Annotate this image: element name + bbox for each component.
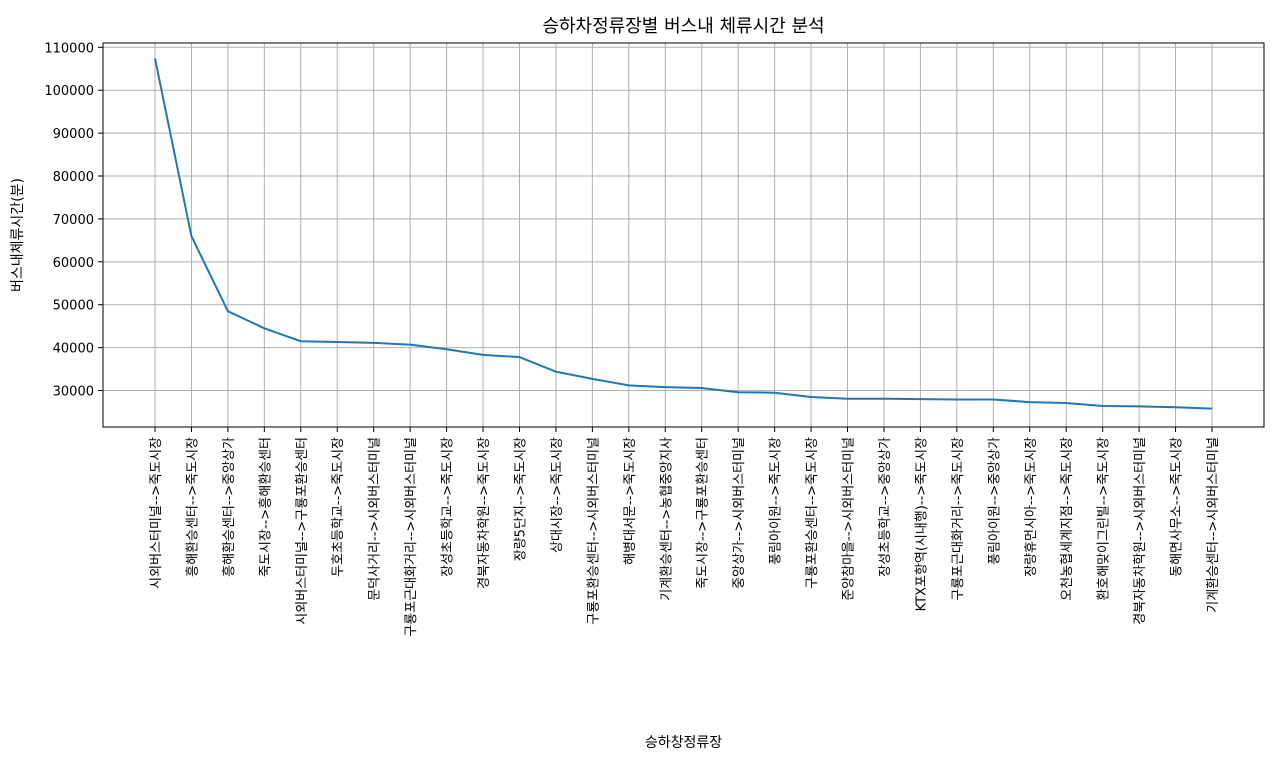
x-tick-label: 구룡포환승센터-->죽도시장 (805, 437, 820, 589)
x-tick-label: 오천농협세계지점-->죽도시장 (1060, 437, 1075, 601)
chart-title: 승하차정류장별 버스내 체류시간 분석 (542, 16, 824, 37)
x-tick-label: 해병대서문-->죽도시장 (623, 437, 638, 565)
x-tick-label: 죽도시장-->흥해환승센터 (258, 437, 273, 577)
x-tick-label: 풍림아이원-->죽도시장 (769, 437, 784, 565)
x-tick-label: 동해면사무소-->죽도시장 (1170, 437, 1185, 577)
x-tick-label: 흥해환승센터-->중앙상가 (222, 437, 237, 577)
x-tick-label: 준양참마을-->시외버스터미널 (842, 437, 857, 601)
x-tick-label: 시외버스터미널-->구룡포환승센터 (295, 437, 310, 625)
x-tick-label: 기계환승센터-->농협중앙지사 (659, 437, 674, 601)
x-tick-label: 장성초등학교-->중앙상가 (878, 437, 893, 577)
x-tick-label: KTX포항역(시내행)-->죽도시장 (913, 437, 929, 611)
x-tick-label: 죽도시장-->구룡포환승센터 (696, 437, 711, 589)
x-tick-label: 구룡포환승센터-->시외버스터미널 (586, 437, 601, 625)
x-tick-label: 장량휴먼시아-->죽도시장 (1024, 437, 1039, 577)
x-tick-label: 장성초등학교-->죽도시장 (441, 437, 456, 577)
x-tick-label: 장량5단지-->죽도시장 (513, 437, 528, 561)
x-tick-label: 구룡포근대화거리-->죽도시장 (951, 437, 966, 601)
y-tick-label: 90000 (53, 127, 94, 142)
x-tick-label: 환호해맞이그린빌-->죽도시장 (1097, 437, 1112, 601)
x-tick-label: 시외버스터미널-->죽도시장 (149, 437, 164, 589)
y-tick-label: 60000 (53, 256, 94, 271)
y-tick-label: 30000 (53, 385, 94, 400)
x-axis-ticks: 시외버스터미널-->죽도시장 흥해환승센터-->죽도시장 흥해환승센터-->중앙상가… (149, 427, 1221, 637)
y-tick-label: 50000 (53, 299, 94, 314)
x-tick-label: 기계환승센터-->시외버스터미널 (1206, 437, 1221, 613)
y-tick-label: 80000 (53, 170, 94, 185)
x-tick-label: 경북자동차학원-->시외버스터미널 (1133, 437, 1148, 625)
series (154, 58, 1213, 410)
y-axis-label: 버스내체류시간(분) (10, 178, 26, 292)
x-axis-label: 승하창정류장 (645, 735, 722, 751)
plot-area-frame (102, 42, 1265, 428)
grid (103, 43, 1264, 427)
x-tick-label: 풍림아이원-->중앙상가 (987, 437, 1002, 565)
x-tick-label: 흥해환승센터-->죽도시장 (185, 437, 200, 577)
x-tick-label: 문덕사거리-->시외버스터미널 (368, 437, 383, 601)
y-tick-label: 110000 (44, 41, 94, 56)
y-axis-ticks: 30000 40000 50000 60000 70000 80000 90000 10000… (44, 41, 103, 400)
y-tick-label: 40000 (53, 342, 94, 357)
x-tick-label: 두호초등학교-->죽도시장 (331, 437, 346, 577)
x-tick-label: 경북자동차학원-->죽도시장 (477, 437, 492, 589)
y-tick-label: 70000 (53, 213, 94, 228)
y-tick-label: 100000 (44, 84, 94, 99)
x-tick-label: 중앙상가-->시외버스터미널 (732, 437, 747, 589)
series-line-0 (154, 58, 1213, 410)
x-tick-label: 상대시장-->죽도시장 (550, 437, 565, 553)
x-tick-label: 구룡포근대화거리-->시외버스터미널 (404, 437, 419, 637)
